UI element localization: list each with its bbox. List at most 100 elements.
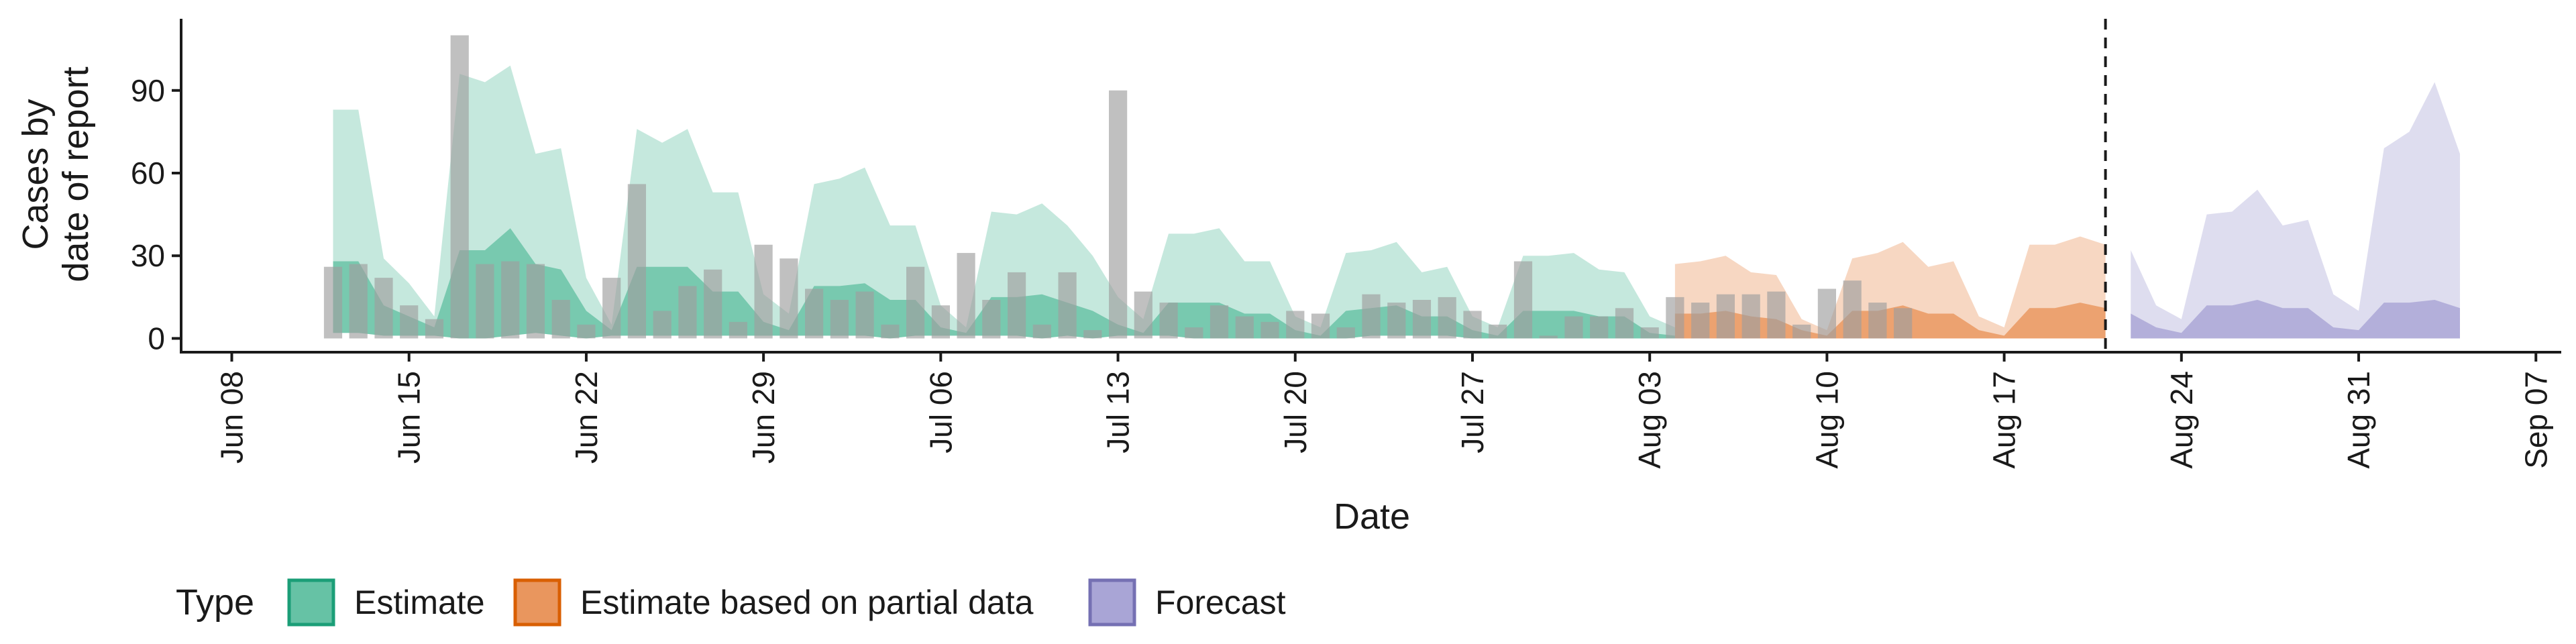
reported-cases-bar <box>678 286 697 339</box>
reported-cases-bar <box>906 266 925 339</box>
reported-cases-bar <box>704 269 722 339</box>
reported-cases-bar <box>1716 294 1735 339</box>
reported-cases-bar <box>805 288 824 339</box>
x-tick-label: Aug 24 <box>2164 371 2199 469</box>
x-tick-label: Sep 07 <box>2518 371 2553 469</box>
reported-cases-bar <box>476 264 494 339</box>
reported-cases-bar <box>323 266 343 339</box>
y-axis: 0 30 60 90 <box>131 19 182 356</box>
y-axis-ticks: 0 30 60 90 <box>131 73 181 356</box>
reported-cases-bar <box>1539 335 1558 339</box>
y-tick-label: 30 <box>131 238 165 273</box>
x-axis-title: Date <box>1334 496 1410 537</box>
reported-cases-bar <box>374 278 393 339</box>
x-tick-label: Jun 15 <box>392 371 427 464</box>
legend-item-forecast[interactable]: Forecast <box>1088 578 1286 627</box>
reported-cases-bar <box>881 324 900 339</box>
x-tick-label: Aug 17 <box>1987 371 2022 469</box>
reported-cases-bar <box>1058 272 1077 339</box>
x-tick-label: Jul 13 <box>1101 371 1136 453</box>
reported-cases-bar <box>577 324 596 339</box>
reported-cases-bar <box>1008 272 1026 339</box>
legend-key-estimate <box>287 578 335 627</box>
reported-cases-bar <box>1513 261 1533 339</box>
reported-cases-bar <box>780 258 798 339</box>
partial-estimate-ribbons <box>1674 236 2106 339</box>
reported-cases-bar <box>1640 327 1659 339</box>
legend-title: Type <box>176 582 254 623</box>
reported-cases-bar <box>551 300 570 339</box>
x-tick-label: Jun 22 <box>569 371 604 464</box>
reported-cases-bar <box>602 278 621 339</box>
x-tick-label: Jul 06 <box>923 371 958 453</box>
reported-cases-bar <box>982 300 1001 339</box>
reported-cases-bars <box>323 35 1913 339</box>
legend-item-partial[interactable]: Estimate based on partial data <box>513 578 1034 627</box>
plot-area <box>323 19 2460 352</box>
y-axis-title-line-1: Cases by <box>15 99 56 250</box>
legend-label-partial: Estimate based on partial data <box>580 584 1034 621</box>
reported-cases-bar <box>1109 90 1128 339</box>
reported-cases-bar <box>1792 324 1811 339</box>
reported-cases-bar <box>1083 330 1102 339</box>
x-axis-ticks: Jun 08 Jun 15 Jun 22 Jun 29 Jul 06 Jul 13 Jul … <box>214 352 2553 469</box>
x-tick-label: Jun 08 <box>214 371 249 464</box>
reported-cases-bar <box>450 35 469 339</box>
reported-cases-bar <box>1362 294 1381 339</box>
reported-cases-bar <box>1894 308 1913 339</box>
reported-cases-bar <box>1032 324 1051 339</box>
reported-cases-bar <box>1489 324 1507 339</box>
reported-cases-bar <box>1868 303 1887 339</box>
x-tick-label: Aug 03 <box>1632 371 1667 469</box>
reported-cases-bar <box>501 261 520 339</box>
reported-cases-bar <box>1210 305 1229 339</box>
reported-cases-bar <box>1235 316 1254 339</box>
reported-cases-bar <box>1843 280 1862 339</box>
reported-cases-bar <box>400 305 419 339</box>
legend: Type Estimate Estimate based on partial … <box>176 578 1286 627</box>
reported-cases-bar <box>1260 321 1279 339</box>
reported-cases-bar <box>1767 291 1786 339</box>
forecast-ribbons <box>2131 82 2460 339</box>
y-axis-title-line-2: date of report <box>56 66 96 282</box>
reported-cases-bar <box>1185 327 1203 339</box>
reported-cases-bar <box>1412 300 1432 339</box>
reported-cases-bar <box>830 300 849 339</box>
reported-cases-bar <box>1691 303 1710 339</box>
reported-cases-bar <box>855 291 874 339</box>
reported-cases-bar <box>653 311 672 339</box>
reported-cases-bar <box>1564 316 1583 339</box>
reported-cases-bar <box>1387 303 1406 339</box>
y-tick-label: 0 <box>148 321 165 356</box>
reported-cases-bar <box>1286 311 1305 339</box>
x-tick-label: Aug 10 <box>1809 371 1844 469</box>
reported-cases-bar <box>729 321 747 339</box>
reported-cases-bar <box>425 319 444 339</box>
reported-cases-bar <box>349 264 368 339</box>
forecast-50-ribbon <box>2131 300 2460 339</box>
legend-item-estimate[interactable]: Estimate <box>287 578 485 627</box>
x-tick-label: Aug 31 <box>2341 371 2376 469</box>
reported-cases-bar <box>1817 288 1836 339</box>
reported-cases-bar <box>1615 308 1634 339</box>
reported-cases-bar <box>1463 311 1482 339</box>
reported-cases-bar <box>957 253 975 339</box>
forecast-90-ribbon <box>2131 82 2460 339</box>
reported-cases-bar <box>1159 303 1178 339</box>
reported-cases-bar <box>754 244 773 339</box>
reported-cases-bar <box>1438 297 1456 339</box>
x-axis: Jun 08 Jun 15 Jun 22 Jun 29 Jul 06 Jul 13 Jul … <box>180 351 2561 469</box>
legend-key-partial <box>513 578 561 627</box>
reported-cases-bar <box>1590 316 1609 339</box>
reported-cases-bar <box>526 264 545 339</box>
reported-cases-bar <box>1666 297 1684 339</box>
y-tick-label: 90 <box>131 73 165 108</box>
reported-cases-bar <box>1741 294 1760 339</box>
reported-cases-bar <box>1311 313 1330 339</box>
legend-label-estimate: Estimate <box>354 584 485 621</box>
x-tick-label: Jul 20 <box>1278 371 1313 453</box>
reported-cases-bar <box>627 184 646 339</box>
legend-label-forecast: Forecast <box>1155 584 1286 621</box>
x-tick-label: Jun 29 <box>746 371 781 464</box>
